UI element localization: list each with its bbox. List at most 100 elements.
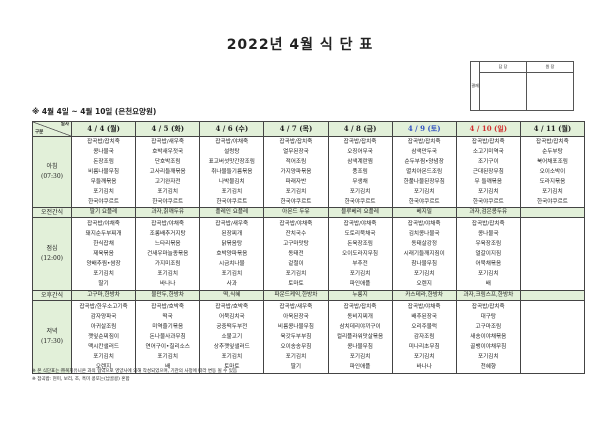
- menu-item: 오렌지: [416, 281, 432, 287]
- approval-box: 결재 담 당 원 장: [470, 60, 574, 111]
- menu-item: 잡곡밥/잡치죽: [343, 139, 377, 145]
- breakfast-row: 아침 (07:30) 잡곡밥/잡치죽 콩나물국 돈장조림 비름나물무침 무들깨볶음 포기김치 한…: [32, 136, 586, 208]
- menu-item: 오이송송무침: [280, 344, 312, 350]
- menu-item: 포기김치: [413, 271, 435, 277]
- menu-item: 콩나물국: [478, 231, 499, 237]
- menu-item: 비름콩나물무침: [277, 324, 314, 330]
- menu-item: 잡곡밥/야채죽: [279, 221, 313, 227]
- menu-item: 호박새우젓국: [152, 149, 184, 155]
- menu-item: 한국야쿠르트: [280, 199, 312, 205]
- menu-item: 한풀나물된장무침: [403, 179, 445, 185]
- menu-item: 잡곡밥/한우소고기죽: [79, 304, 128, 310]
- menu-item: 배: [485, 281, 491, 287]
- menu-item: 동태전: [288, 251, 304, 257]
- menu-item: 우육장조림: [475, 241, 502, 247]
- meal-name: 오전간식: [40, 209, 64, 216]
- menu-item: 조롱배추거지탕: [149, 231, 186, 237]
- menu-item: 파래자반: [285, 179, 307, 185]
- menu-item: 토마토: [288, 281, 304, 287]
- menu-item: 풍조림: [352, 169, 368, 175]
- menu-cell: 잡곡밥/새우죽 아욱된장국 비름콩나물무침 육갓두부부침 오이송송무침 포기김치 딸기: [263, 300, 329, 374]
- menu-item: 동비지찌개: [347, 314, 373, 320]
- menu-cell: 잡곡밥/새우죽 호박새우젓국 단호박조림 고사리들깨볶음 고기완자전 포기김치 한국야쿠르트: [135, 136, 201, 208]
- row-label: 오후간식: [32, 290, 72, 301]
- menu-item: 닭볶음탕: [221, 241, 243, 247]
- day-header: 4 / 5 (화): [135, 121, 201, 137]
- menu-item: 삼색계란찜: [347, 159, 373, 165]
- menu-item: 바나나: [416, 364, 432, 370]
- menu-cell: 잡곡밥/잡치죽 동비지찌개 삼치데리야끼구이 컬리플라워맛살볶음 콩나물무침 포기김치 파인…: [327, 300, 393, 374]
- menu-item: 포기김치: [349, 189, 371, 195]
- meal-name: 점심: [46, 245, 58, 252]
- menu-item: 취나물들기름볶음: [211, 169, 253, 175]
- menu-item: 순두부탕: [542, 149, 563, 155]
- menu-item: 포기김치: [542, 189, 563, 195]
- menu-cell: 카스테라,한방차: [391, 290, 457, 301]
- menu-item: 돈장조림: [93, 159, 114, 165]
- meal-time: (12:00): [41, 255, 63, 262]
- menu-item: 느타리볶음: [154, 241, 181, 247]
- menu-item: 포기김치: [413, 354, 435, 360]
- menu-cell: 파운드케익,한방차: [263, 290, 329, 301]
- menu-item: 돼지순두부찌개: [85, 231, 122, 237]
- menu-cell: 아몬드 두유: [263, 207, 329, 218]
- menu-cell: [519, 217, 586, 291]
- menu-item: 비름나물무침: [88, 169, 119, 175]
- menu-item: 나박물김치: [218, 179, 245, 185]
- menu-item: 제육볶음: [93, 251, 114, 257]
- menu-item: 잡곡밥/새우죽: [215, 221, 249, 227]
- menu-cell: 잡곡밥/새우죽 된장찌개 닭볶음탕 호박양파볶음 시금치나물 포기김치 사과: [199, 217, 265, 291]
- menu-cell: 잡곡밥/한우소고기죽 감자양파국 아귀살조림 깻잎순찌짐이 맥시칸샐러드 포기김치 오렌지: [70, 300, 137, 374]
- menu-item: 포기김치: [221, 271, 243, 277]
- menu-cell: [519, 290, 586, 301]
- menu-item: 컬리플라워맛살볶음: [336, 334, 384, 340]
- menu-item: 열무된장국: [283, 149, 309, 155]
- menu-cell: 잡곡밥/잡치죽 열무된장국 적어조림 가지양파볶음 파래자반 포기김치 한국야쿠르트: [263, 136, 329, 208]
- footnotes: ※ 본 식단표는 ㈜복지유니온 과의 협약으로 영양사에 의해 작성되었으며, …: [32, 368, 237, 384]
- menu-item: 양배추찜•쌈장: [86, 261, 121, 267]
- menu-item: 잡곡밥/야채죽: [151, 221, 185, 227]
- menu-cell: 떡,식혜: [199, 290, 265, 301]
- menu-cell: 잡곡밥/잡치죽 오징어무국 삼색계란찜 풍조림 무생채 포기김치 한국야쿠르트: [327, 136, 393, 208]
- menu-item: 포기김치: [285, 271, 307, 277]
- menu-item: 오렌지: [95, 364, 112, 370]
- menu-cell: 블루베리 요플레: [327, 207, 393, 218]
- menu-item: 적어조림: [285, 159, 307, 165]
- day-header: 4 / 6 (수): [199, 121, 265, 137]
- menu-item: 설렁탕: [224, 149, 240, 155]
- menu-cell: 베지밀: [391, 207, 457, 218]
- menu-item: 잡곡밥/잡치죽: [471, 139, 505, 145]
- menu-item: 잡곡밥/잡치죽: [407, 139, 441, 145]
- approval-col-director: 원 장: [526, 60, 574, 74]
- menu-item: 돈나물사과무침: [149, 334, 186, 340]
- menu-item: 미나리초무침: [408, 344, 440, 350]
- menu-item: 고구마조림: [475, 324, 502, 330]
- menu-item: 깻잎순찌짐이: [88, 334, 119, 340]
- menu-item: 고구마맛탕: [283, 241, 309, 247]
- menu-item: 골뱅이야채무침: [470, 344, 507, 350]
- menu-item: 도라지볶음: [539, 179, 566, 185]
- menu-cell: 과자,크림스프,한방차: [455, 290, 521, 301]
- menu-item: 호박양파볶음: [216, 251, 248, 257]
- menu-item: 바나나: [159, 281, 176, 287]
- menu-item: 삼치데리야끼구이: [339, 324, 381, 330]
- menu-cell: 고구마,한방차: [70, 290, 137, 301]
- menu-item: 멸치아몬드조림: [406, 169, 443, 175]
- menu-cell: 잡곡밥/잡치죽 대구탕 고구마조림 새송이야채볶음 골뱅이야채무침 포기김치 천혜향: [455, 300, 521, 374]
- menu-cell: 잡곡밥/잡치죽 삼색만두국 순두부찜•양념장 멸치아몬드조림 한풀나물된장무침 포기김치 한…: [391, 136, 457, 208]
- menu-item: 북어채포조림: [536, 159, 568, 165]
- corner-category-label: 구분: [35, 130, 44, 135]
- dinner-row: 저녁 (17:30) 잡곡밥/한우소고기죽 감자양파국 아귀살조림 깻잎순찌짐이 맥시칸샐러…: [32, 300, 586, 374]
- menu-item: 한국야쿠르트: [408, 199, 440, 205]
- menu-item: 콩나물국: [93, 149, 114, 155]
- menu-item: 한국야쿠르트: [88, 199, 119, 205]
- menu-item: 시래기들깨지짐이: [403, 251, 445, 257]
- menu-item: 새송이야채볶음: [470, 334, 507, 340]
- menu-item: 포기김치: [93, 189, 114, 195]
- meal-name: 아침: [46, 163, 58, 170]
- menu-item: 잡곡밥/야채죽: [87, 221, 120, 227]
- menu-item: 미역줄기볶음: [152, 324, 184, 330]
- menu-item: 돈육장조림: [347, 241, 373, 247]
- menu-cell: 잡곡밥/호박죽 어묵김치국 궁중떡두부전 소불고기 상추깻잎샐러드 포기김치 토마토: [199, 300, 265, 374]
- menu-item: 도토리묵채국: [344, 231, 376, 237]
